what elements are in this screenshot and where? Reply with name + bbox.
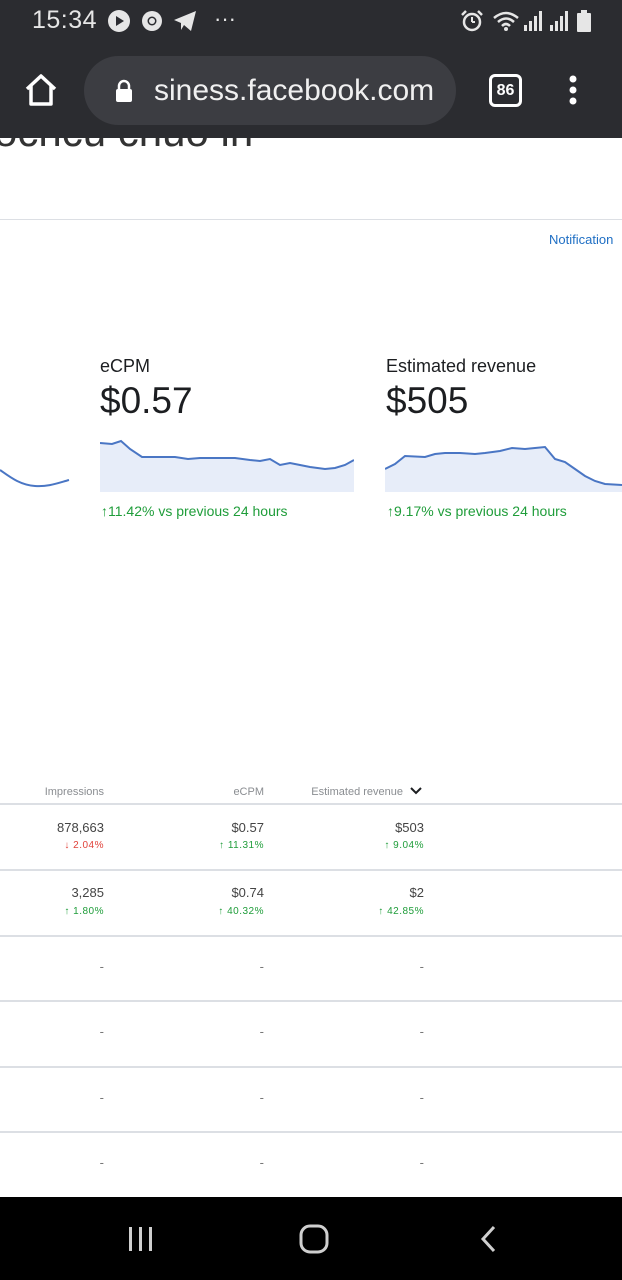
page-heading: ocncu cnuo in <box>0 138 253 156</box>
sparkline-revenue <box>385 445 622 492</box>
metric-label-ecpm: eCPM <box>100 356 151 376</box>
cell-impressions: - <box>99 1024 104 1039</box>
signal-icon <box>524 11 542 31</box>
signal-icon <box>550 11 568 31</box>
cell-revenue-change: ↑ 42.85% <box>378 906 424 917</box>
metric-label-revenue: Estimated revenue <box>386 356 537 376</box>
alarm-icon <box>461 10 483 32</box>
cell-revenue: - <box>419 959 424 974</box>
more-notifications-icon: ··· <box>214 6 236 31</box>
column-header-impressions[interactable]: Impressions <box>44 786 104 798</box>
divider <box>0 219 622 220</box>
metric-change-revenue: ↑9.17% vs previous 24 hours <box>387 503 567 519</box>
table-row-divider <box>0 1131 622 1133</box>
cell-ecpm: - <box>259 1024 264 1039</box>
column-header-ecpm[interactable]: eCPM <box>233 786 264 798</box>
arrow-up-icon: ↑ <box>384 840 394 851</box>
change-text: 40.32% <box>227 906 264 917</box>
arrow-up-icon: ↑ <box>101 503 108 519</box>
metric-change-text: 9.17% vs previous 24 hours <box>394 503 567 519</box>
tab-switcher-button[interactable]: 86 <box>489 74 522 107</box>
cell-ecpm-change: ↑ 40.32% <box>218 906 264 917</box>
cell-ecpm-change: ↑ 11.31% <box>219 840 264 851</box>
status-time: 15:34 <box>32 6 98 34</box>
status-bar: 15:34 ··· <box>0 0 622 42</box>
table-row-divider <box>0 1000 622 1002</box>
lock-icon <box>116 79 132 102</box>
url-text: siness.facebook.com <box>154 74 435 107</box>
recent-apps-icon[interactable] <box>127 1226 155 1252</box>
table-row-divider <box>0 869 622 871</box>
metric-change-ecpm: ↑11.42% vs previous 24 hours <box>101 503 288 519</box>
cell-ecpm: $0.57 <box>231 820 264 835</box>
address-bar[interactable]: siness.facebook.com <box>84 56 456 125</box>
cell-impressions: - <box>99 959 104 974</box>
change-text: 2.04% <box>73 840 104 851</box>
back-icon[interactable] <box>478 1225 498 1253</box>
browser-toolbar: siness.facebook.com 86 <box>0 42 622 138</box>
cell-revenue: $2 <box>409 885 424 900</box>
cell-revenue-change: ↑ 9.04% <box>384 840 424 851</box>
arrow-up-icon: ↑ <box>387 503 394 519</box>
overflow-menu-icon[interactable] <box>565 75 581 105</box>
notification-link[interactable]: Notification <box>549 232 614 247</box>
home-button-icon[interactable] <box>299 1224 329 1254</box>
metric-value-ecpm: $0.57 <box>100 380 193 421</box>
table-row-divider <box>0 935 622 937</box>
cell-revenue: $503 <box>395 820 424 835</box>
cell-ecpm: - <box>259 959 264 974</box>
cell-ecpm: $0.74 <box>231 885 264 900</box>
sparkline-ecpm <box>100 439 354 492</box>
cell-impressions: - <box>99 1155 104 1170</box>
arrow-up-icon: ↑ <box>219 840 228 851</box>
heading-clip: ocncu cnuo in <box>0 138 622 158</box>
wifi-icon <box>493 11 519 31</box>
arrow-up-icon: ↑ <box>218 906 228 917</box>
cell-ecpm: - <box>259 1090 264 1105</box>
sparkline-partial <box>0 469 70 488</box>
divider <box>0 803 622 805</box>
cell-impressions: 878,663 <box>57 820 104 835</box>
change-text: 9.04% <box>393 840 424 851</box>
home-icon[interactable] <box>24 73 58 107</box>
cell-impressions: 3,285 <box>71 885 104 900</box>
chrome-icon <box>142 11 162 31</box>
cell-revenue: - <box>419 1155 424 1170</box>
arrow-down-icon: ↓ <box>64 840 74 851</box>
change-text: 1.80% <box>73 906 104 917</box>
table-row-divider <box>0 1066 622 1068</box>
column-header-revenue[interactable]: Estimated revenue <box>311 786 403 798</box>
cell-ecpm: - <box>259 1155 264 1170</box>
arrow-up-icon: ↑ <box>378 906 388 917</box>
cell-revenue: - <box>419 1090 424 1105</box>
battery-icon <box>577 10 591 32</box>
metric-value-revenue: $505 <box>386 380 469 421</box>
cell-impressions-change: ↑ 1.80% <box>64 906 104 917</box>
change-text: 11.31% <box>227 840 264 851</box>
arrow-up-icon: ↑ <box>64 906 74 917</box>
telegram-icon <box>174 11 196 31</box>
cell-impressions-change: ↓ 2.04% <box>64 840 104 851</box>
metric-change-text: 11.42% vs previous 24 hours <box>108 503 288 519</box>
cell-revenue: - <box>419 1024 424 1039</box>
sort-chevron-down-icon[interactable] <box>410 786 422 796</box>
change-text: 42.85% <box>387 906 424 917</box>
system-nav-bar <box>0 1197 622 1280</box>
cell-impressions: - <box>99 1090 104 1105</box>
youtube-icon <box>108 10 130 32</box>
